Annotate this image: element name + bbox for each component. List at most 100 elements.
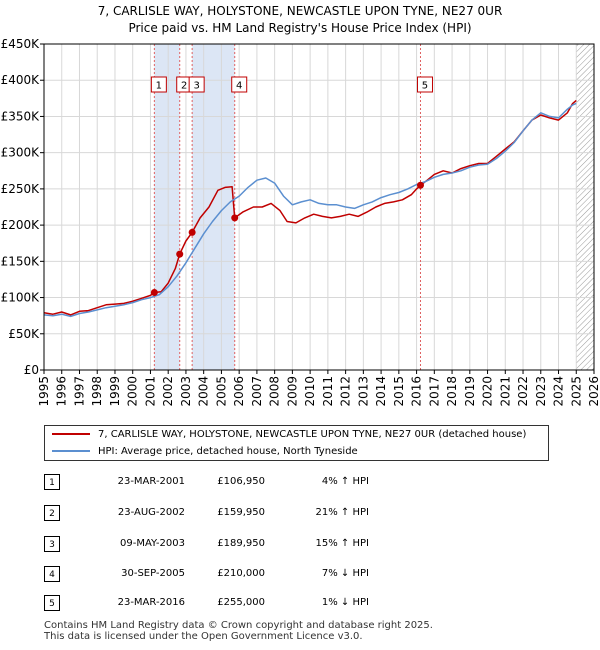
x-tick-label: 2025 [569, 376, 583, 407]
y-tick-label: £400K [1, 73, 41, 87]
y-tick-label: £200K [1, 218, 41, 232]
x-tick-label: 2018 [445, 376, 459, 407]
x-tick-label: 1995 [37, 376, 51, 407]
x-tick-label: 2021 [498, 376, 512, 407]
sale-hpi-change: 1% ↓ HPI [321, 597, 369, 608]
sale-date: 09-MAY-2003 [119, 538, 185, 549]
sale-point [150, 289, 158, 297]
x-tick-label: 2008 [268, 376, 282, 407]
sale-hpi-change: 21% ↑ HPI [315, 507, 369, 518]
x-tick-label: 2003 [179, 376, 193, 407]
sale-marker-label: 3 [193, 81, 199, 92]
sale-point [231, 214, 239, 222]
sale-point [176, 250, 184, 258]
sale-row: 4 30-SEP-2005 £210,000 7% ↓ HPI [0, 566, 600, 584]
x-tick-label: 1998 [90, 376, 104, 407]
chart-title-line1: 7, CARLISLE WAY, HOLYSTONE, NEWCASTLE UP… [97, 4, 503, 18]
legend: 7, CARLISLE WAY, HOLYSTONE, NEWCASTLE UP… [44, 425, 549, 461]
y-tick-label: £300K [1, 146, 41, 160]
x-tick-label: 2004 [197, 376, 211, 407]
sale-hpi-change: 7% ↓ HPI [321, 568, 369, 579]
y-tick-label: £150K [1, 254, 41, 268]
sale-marker-label: 2 [181, 81, 187, 92]
sale-price: £210,000 [217, 568, 265, 579]
x-tick-label: 2002 [161, 376, 175, 407]
sale-hpi-change: 15% ↑ HPI [315, 538, 369, 549]
y-tick-label: £50K [8, 327, 40, 341]
x-tick-label: 2023 [534, 376, 548, 407]
forecast-hatch [576, 44, 594, 370]
x-tick-label: 2026 [587, 376, 600, 407]
x-tick-label: 1997 [72, 376, 86, 407]
y-tick-label: £450K [1, 37, 41, 51]
x-tick-label: 2005 [214, 376, 228, 407]
sale-point [416, 181, 424, 189]
sale-date: 23-MAR-2001 [117, 476, 185, 487]
sale-marker-label: 1 [156, 81, 162, 92]
x-tick-label: 1996 [55, 376, 69, 407]
hpi-line [44, 102, 577, 318]
y-tick-label: £250K [1, 182, 41, 196]
sale-number: 2 [44, 505, 60, 521]
sale-point [188, 228, 196, 236]
x-tick-label: 2016 [410, 376, 424, 407]
sale-number: 4 [44, 566, 60, 582]
chart-title-line2: Price paid vs. HM Land Registry's House … [128, 21, 472, 35]
plot-frame [43, 43, 595, 371]
sale-marker-box [416, 76, 433, 93]
sale-price: £255,000 [217, 597, 265, 608]
x-tick-label: 2011 [321, 376, 335, 407]
x-tick-label: 2013 [356, 376, 370, 407]
shaded-period [154, 44, 180, 370]
x-tick-label: 2007 [250, 376, 264, 407]
chart-title: 7, CARLISLE WAY, HOLYSTONE, NEWCASTLE UP… [0, 3, 600, 37]
x-tick-label: 2017 [427, 376, 441, 407]
y-tick-label: £350K [1, 109, 41, 123]
x-tick-label: 2009 [285, 376, 299, 407]
x-tick-label: 2020 [481, 376, 495, 407]
legend-swatch-property [52, 433, 90, 435]
sale-date: 30-SEP-2005 [121, 568, 185, 579]
sale-marker-box [150, 76, 167, 93]
sale-hpi-change: 4% ↑ HPI [321, 476, 369, 487]
sale-date: 23-MAR-2016 [117, 597, 185, 608]
x-tick-label: 2001 [143, 376, 157, 407]
sale-marker-box [231, 76, 248, 93]
sale-price: £189,950 [217, 538, 265, 549]
sale-row: 5 23-MAR-2016 £255,000 1% ↓ HPI [0, 595, 600, 613]
legend-item-hpi: HPI: Average price, detached house, Nort… [52, 444, 358, 460]
sale-price: £106,950 [217, 476, 265, 487]
x-tick-label: 2010 [303, 376, 317, 407]
sale-row: 3 09-MAY-2003 £189,950 15% ↑ HPI [0, 536, 600, 554]
x-tick-label: 2006 [232, 376, 246, 407]
sale-price: £159,950 [217, 507, 265, 518]
sale-marker-label: 4 [236, 81, 242, 92]
legend-item-property: 7, CARLISLE WAY, HOLYSTONE, NEWCASTLE UP… [52, 427, 526, 443]
footer: Contains HM Land Registry data © Crown c… [44, 620, 433, 642]
x-tick-label: 2024 [552, 376, 566, 407]
y-tick-label: £100K [1, 291, 41, 305]
sale-number: 1 [44, 474, 60, 490]
sale-row: 2 23-AUG-2002 £159,950 21% ↑ HPI [0, 505, 600, 523]
shaded-period [192, 44, 235, 370]
sale-row: 1 23-MAR-2001 £106,950 4% ↑ HPI [0, 474, 600, 492]
x-tick-label: 2022 [516, 376, 530, 407]
sale-number: 3 [44, 536, 60, 552]
sale-date: 23-AUG-2002 [117, 507, 185, 518]
legend-swatch-hpi [52, 450, 90, 452]
x-tick-label: 1999 [108, 376, 122, 407]
x-tick-label: 2014 [374, 376, 388, 407]
x-tick-label: 2000 [126, 376, 140, 407]
legend-label-property: 7, CARLISLE WAY, HOLYSTONE, NEWCASTLE UP… [98, 429, 527, 440]
x-tick-label: 2019 [463, 376, 477, 407]
sale-number: 5 [44, 595, 60, 611]
sale-marker-box [188, 76, 205, 93]
x-tick-label: 2015 [392, 376, 406, 407]
footer-copyright: Contains HM Land Registry data © Crown c… [44, 620, 433, 631]
x-tick-label: 2012 [339, 376, 353, 407]
sale-marker-label: 5 [422, 81, 428, 92]
legend-label-hpi: HPI: Average price, detached house, Nort… [98, 446, 358, 457]
footer-licence: This data is licensed under the Open Gov… [44, 631, 363, 642]
y-tick-label: £0 [24, 363, 39, 377]
